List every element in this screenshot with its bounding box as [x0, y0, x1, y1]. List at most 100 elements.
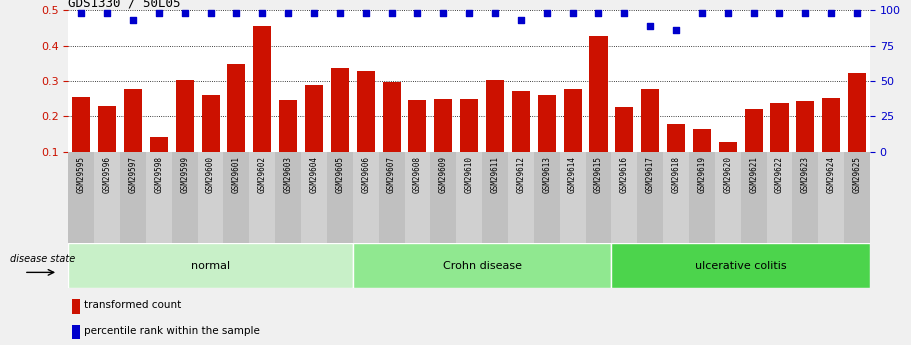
Bar	[564, 89, 581, 187]
Text: GSM29612: GSM29612	[517, 156, 526, 193]
Text: GSM29611: GSM29611	[490, 156, 499, 193]
Text: GSM29602: GSM29602	[258, 156, 267, 193]
Text: GSM29617: GSM29617	[646, 156, 655, 193]
Text: GSM29618: GSM29618	[671, 156, 681, 193]
Bar	[611, 243, 870, 288]
Point	[591, 10, 606, 16]
Bar	[534, 152, 559, 243]
Text: GSM29595: GSM29595	[77, 156, 86, 193]
Bar	[98, 106, 117, 187]
Bar	[719, 142, 737, 187]
Text: GSM29621: GSM29621	[749, 156, 758, 193]
Text: GSM29620: GSM29620	[723, 156, 732, 193]
Point	[850, 10, 865, 16]
Bar	[327, 152, 353, 243]
Point	[617, 10, 631, 16]
Text: GSM29605: GSM29605	[335, 156, 344, 193]
Text: GSM29597: GSM29597	[128, 156, 138, 193]
Bar	[796, 101, 814, 187]
Text: GSM29609: GSM29609	[439, 156, 448, 193]
Bar	[663, 152, 689, 243]
Point	[669, 27, 683, 33]
Point	[203, 10, 218, 16]
Point	[126, 18, 140, 23]
Bar	[744, 109, 763, 187]
Text: GSM29598: GSM29598	[154, 156, 163, 193]
Bar	[146, 152, 172, 243]
Point	[436, 10, 451, 16]
Text: GSM29619: GSM29619	[698, 156, 706, 193]
Bar	[741, 152, 766, 243]
Bar	[331, 68, 349, 187]
Point	[798, 10, 813, 16]
Point	[307, 10, 322, 16]
Text: GSM29599: GSM29599	[180, 156, 189, 193]
Bar	[408, 100, 426, 187]
Bar	[279, 100, 297, 187]
Text: GSM29615: GSM29615	[594, 156, 603, 193]
Bar	[822, 98, 840, 187]
Bar	[435, 99, 453, 187]
Bar	[771, 104, 789, 187]
Text: GSM29610: GSM29610	[465, 156, 474, 193]
Bar	[766, 152, 793, 243]
Text: GSM29624: GSM29624	[826, 156, 835, 193]
Point	[74, 10, 88, 16]
Point	[384, 10, 399, 16]
Text: GSM29604: GSM29604	[310, 156, 319, 193]
Bar	[68, 243, 353, 288]
Bar	[430, 152, 456, 243]
Bar	[512, 91, 530, 187]
Bar	[715, 152, 741, 243]
Bar	[482, 152, 508, 243]
Point	[721, 10, 735, 16]
Bar	[638, 152, 663, 243]
Bar	[250, 152, 275, 243]
Bar	[379, 152, 404, 243]
Text: GSM29607: GSM29607	[387, 156, 396, 193]
Point	[746, 10, 761, 16]
Point	[255, 10, 270, 16]
Bar	[68, 152, 94, 243]
Text: GSM29608: GSM29608	[413, 156, 422, 193]
Text: GSM29613: GSM29613	[542, 156, 551, 193]
Bar	[176, 80, 194, 187]
Bar	[611, 152, 638, 243]
Bar	[228, 64, 245, 187]
Text: GSM29616: GSM29616	[619, 156, 629, 193]
Point	[151, 10, 166, 16]
Bar	[72, 325, 79, 339]
Bar	[353, 243, 611, 288]
Point	[566, 10, 580, 16]
Point	[178, 10, 192, 16]
Bar	[223, 152, 250, 243]
Point	[281, 10, 295, 16]
Point	[100, 10, 115, 16]
Text: disease state: disease state	[10, 254, 76, 264]
Text: transformed count: transformed count	[85, 300, 181, 310]
Bar	[508, 152, 534, 243]
Text: GSM29600: GSM29600	[206, 156, 215, 193]
Bar	[460, 99, 478, 187]
Bar	[559, 152, 586, 243]
Text: GSM29623: GSM29623	[801, 156, 810, 193]
Bar	[72, 299, 79, 314]
Bar	[818, 152, 844, 243]
Text: GSM29606: GSM29606	[362, 156, 370, 193]
Bar	[124, 89, 142, 187]
Bar	[586, 152, 611, 243]
Bar	[456, 152, 482, 243]
Bar	[667, 124, 685, 187]
Bar	[305, 85, 323, 187]
Point	[487, 10, 502, 16]
Text: normal: normal	[191, 261, 230, 270]
Bar	[848, 73, 866, 187]
Bar	[201, 95, 220, 187]
Bar	[357, 71, 374, 187]
Bar	[149, 137, 168, 187]
Bar	[793, 152, 818, 243]
Bar	[615, 107, 633, 187]
Bar	[404, 152, 430, 243]
Bar	[172, 152, 198, 243]
Point	[773, 10, 787, 16]
